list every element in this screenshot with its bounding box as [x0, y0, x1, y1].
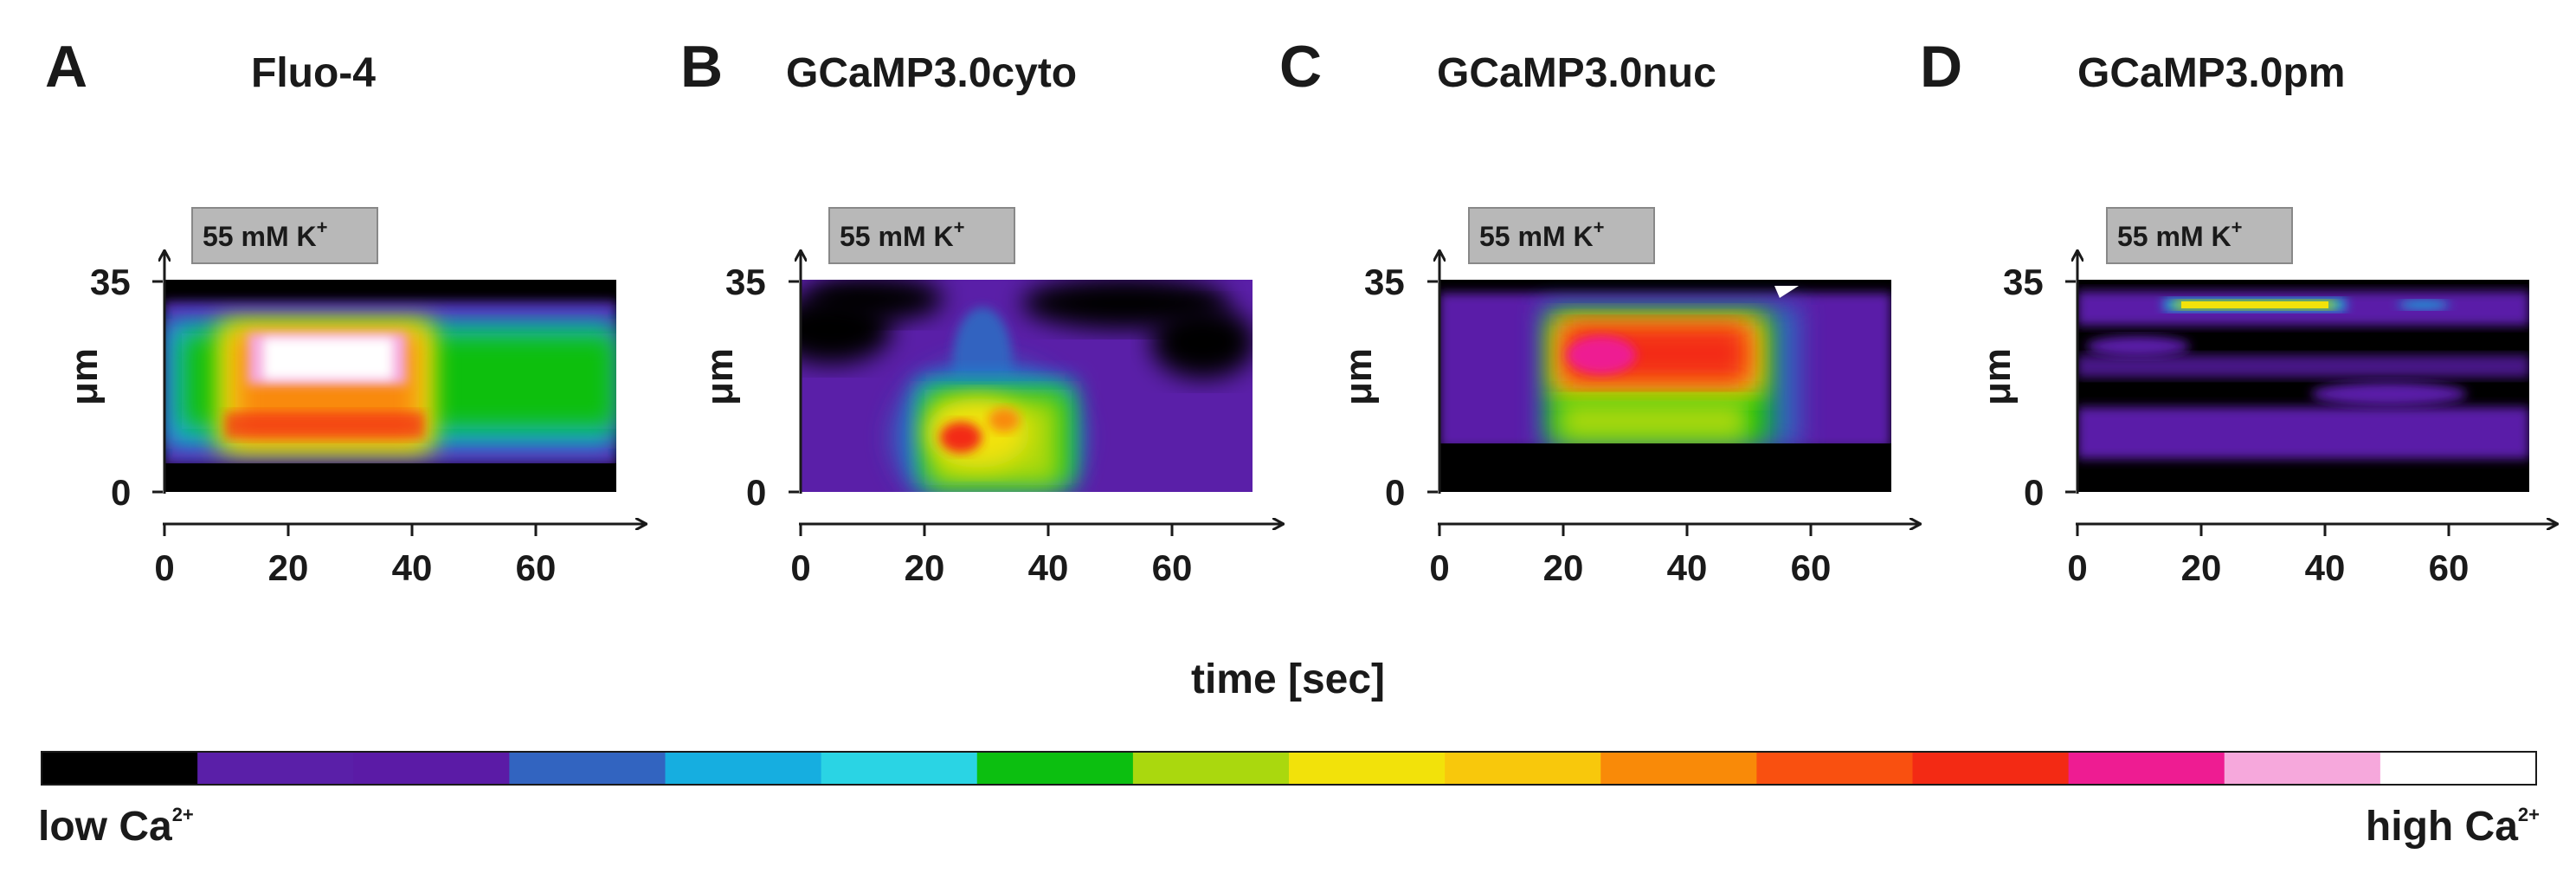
panel-c: C GCaMP3.0nuc 55 mM K+ [1279, 34, 1920, 588]
panel-a-heatmap [164, 280, 616, 492]
panel-b-letter: B [680, 34, 723, 100]
panel-a-y-label: μm [63, 348, 106, 405]
colorbar-segment [353, 752, 510, 785]
colorbar-segment [2224, 752, 2381, 785]
panel-d-x-tick-60: 60 [2429, 547, 2470, 588]
panel-c-artifact-mark [1774, 286, 1799, 298]
panel-a-letter: A [45, 34, 87, 100]
panel-b-stimulus-label: 55 mM K+ [840, 217, 964, 252]
colorbar-segment [665, 752, 822, 785]
panel-c-x-tick-40: 40 [1667, 547, 1708, 588]
colorbar-high-label: high Ca2+ [2366, 804, 2540, 850]
panel-b-y-label: μm [699, 348, 741, 405]
colorbar-segment [976, 752, 1134, 785]
panel-d-letter: D [1920, 34, 1962, 100]
panel-d-stimulus-label: 55 mM K+ [2117, 217, 2242, 252]
colorbar-segment [2068, 752, 2225, 785]
panel-b-x-tick-0: 0 [790, 547, 810, 588]
colorbar-segments [42, 752, 2537, 785]
panel-b-x-tick-20: 20 [905, 547, 945, 588]
panel-d-x-tick-40: 40 [2305, 547, 2346, 588]
panel-d-stimulus-bar: 55 mM K+ [2106, 207, 2293, 264]
panel-d-y-tick-35: 35 [2003, 262, 2044, 302]
panel-a: A Fluo-4 55 mM K+ 35 [45, 34, 646, 588]
panel-c-heatmap [1439, 280, 1891, 492]
panel-a-x-tick-20: 20 [268, 547, 309, 588]
panel-b-y-tick-35: 35 [725, 262, 766, 302]
time-axis-label: time [sec] [1191, 656, 1385, 702]
colorbar-segment [1445, 752, 1601, 785]
panel-a-stimulus-label: 55 mM K+ [203, 217, 327, 252]
panel-a-x-tick-0: 0 [154, 547, 174, 588]
colorbar: low Ca2+ high Ca2+ [38, 751, 2540, 850]
colorbar-segment [1289, 752, 1446, 785]
panel-c-y-tick-35: 35 [1364, 262, 1405, 302]
colorbar-segment [1600, 752, 1757, 785]
colorbar-frame [41, 751, 2537, 786]
colorbar-segment [509, 752, 667, 785]
panel-d-heatmap [2077, 280, 2529, 492]
panel-b-title: GCaMP3.0cyto [786, 50, 1077, 96]
panel-b: B GCaMP3.0cyto 55 mM K+ [680, 34, 1283, 588]
panel-d: D GCaMP3.0pm 55 mM K+ 35 [1920, 34, 2557, 588]
panel-a-y-tick-35: 35 [90, 262, 131, 302]
panel-d-y-label: μm [1976, 348, 2019, 405]
panel-d-x-tick-20: 20 [2181, 547, 2222, 588]
colorbar-segment [197, 752, 354, 785]
colorbar-segment [1756, 752, 1914, 785]
panel-d-y-tick-0: 0 [2024, 472, 2044, 513]
panel-c-x-tick-60: 60 [1791, 547, 1832, 588]
panel-c-y-tick-0: 0 [1385, 472, 1405, 513]
panel-c-x-tick-20: 20 [1543, 547, 1584, 588]
panel-b-x-tick-60: 60 [1152, 547, 1193, 588]
colorbar-segment [821, 752, 978, 785]
panel-d-x-tick-0: 0 [2067, 547, 2087, 588]
panel-c-stimulus-label: 55 mM K+ [1479, 217, 1604, 252]
panel-b-y-tick-0: 0 [746, 472, 766, 513]
panel-d-title: GCaMP3.0pm [2077, 50, 2345, 96]
panel-c-stimulus-bar: 55 mM K+ [1468, 207, 1655, 264]
panel-c-title: GCaMP3.0nuc [1437, 50, 1716, 96]
panel-a-x-tick-60: 60 [516, 547, 557, 588]
colorbar-segment [1132, 752, 1290, 785]
panel-b-x-tick-40: 40 [1028, 547, 1069, 588]
panel-c-y-label: μm [1337, 348, 1380, 405]
colorbar-low-label: low Ca2+ [38, 804, 194, 850]
panel-c-letter: C [1279, 34, 1322, 100]
colorbar-segment [1912, 752, 2070, 785]
colorbar-segment [42, 752, 198, 785]
panel-a-title: Fluo-4 [251, 50, 376, 96]
panel-a-x-tick-40: 40 [392, 547, 433, 588]
colorbar-segment [2380, 752, 2537, 785]
panel-b-stimulus-bar: 55 mM K+ [828, 207, 1015, 264]
panel-c-x-tick-0: 0 [1429, 547, 1449, 588]
panel-a-y-tick-0: 0 [111, 472, 131, 513]
panel-b-heatmap [801, 280, 1253, 492]
panel-a-stimulus-bar: 55 mM K+ [191, 207, 378, 264]
